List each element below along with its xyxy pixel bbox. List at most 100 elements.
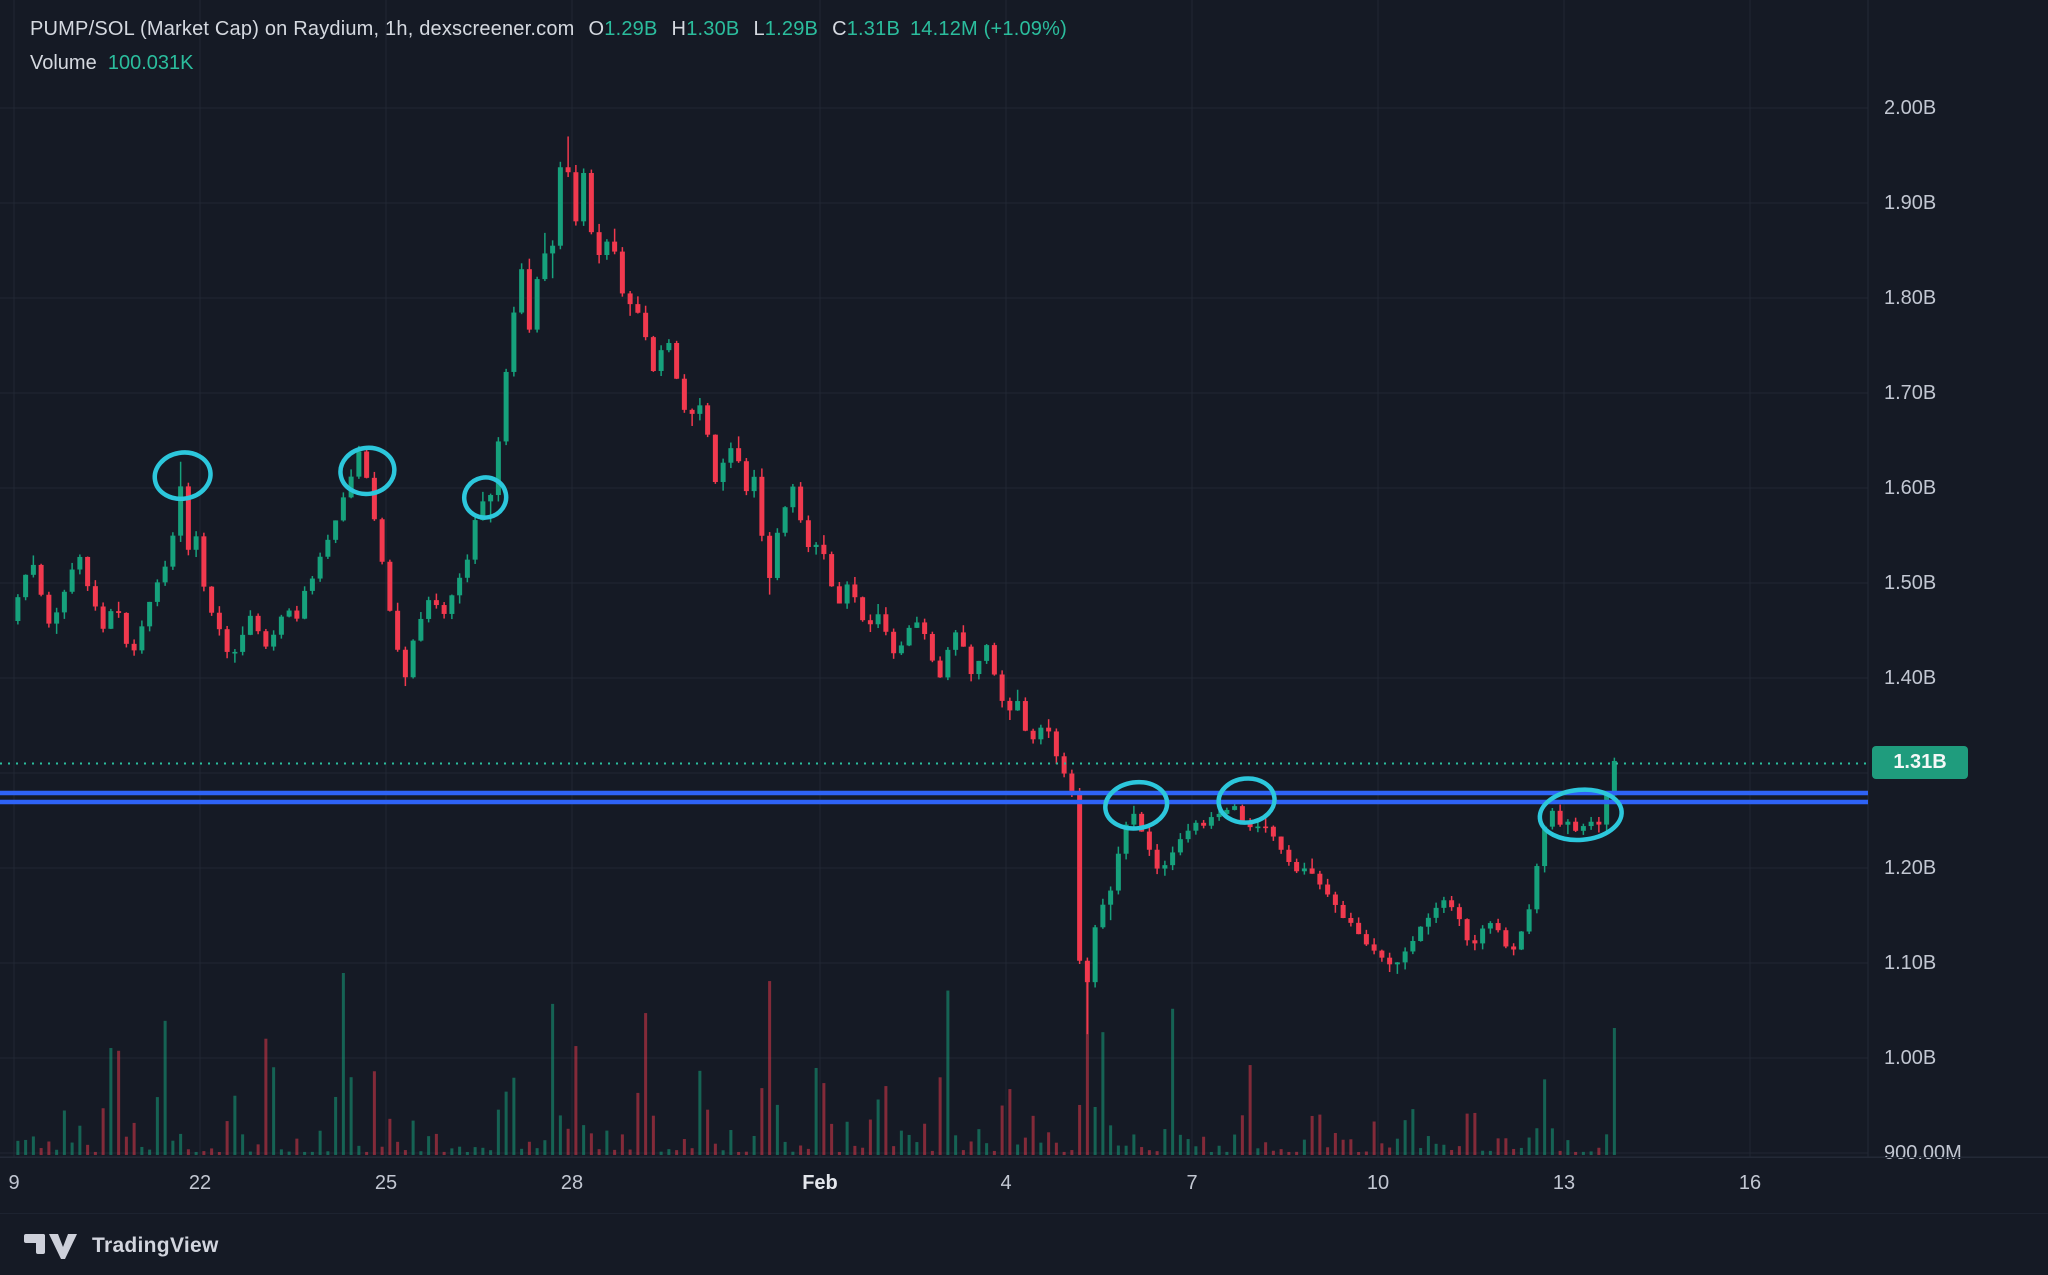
candle-body bbox=[216, 612, 222, 630]
volume-bar bbox=[535, 1148, 539, 1155]
candle-body bbox=[650, 337, 656, 371]
candle-body bbox=[123, 612, 129, 644]
volume-bar bbox=[1597, 1147, 1601, 1155]
candle-body bbox=[247, 615, 253, 635]
candle-body bbox=[844, 584, 850, 604]
candle-body bbox=[891, 631, 897, 654]
price-axis-label: 1.20B bbox=[1884, 857, 1937, 879]
candle-body bbox=[433, 600, 439, 606]
candle-body bbox=[201, 536, 207, 587]
volume-bar bbox=[202, 1151, 206, 1155]
volume-bar bbox=[721, 1150, 725, 1155]
volume-bar bbox=[1372, 1121, 1376, 1155]
volume-bar bbox=[1008, 1089, 1012, 1155]
candle-body bbox=[914, 622, 920, 628]
candle-body bbox=[472, 520, 478, 560]
candle-body bbox=[38, 564, 44, 595]
volume-bar bbox=[372, 1071, 376, 1155]
candle-body bbox=[1309, 868, 1315, 874]
candle-body bbox=[1146, 831, 1152, 850]
candle-body bbox=[441, 605, 447, 614]
candle-body bbox=[1270, 826, 1276, 837]
candle-body bbox=[1580, 826, 1586, 831]
ohlc-letter: L bbox=[753, 18, 765, 40]
annotation-circle[interactable] bbox=[1102, 778, 1170, 832]
candle-body bbox=[1534, 866, 1540, 910]
volume-bar bbox=[760, 1088, 764, 1155]
candle-body bbox=[193, 536, 199, 550]
candle-body bbox=[720, 462, 726, 483]
candle-body bbox=[54, 612, 60, 624]
candle-body bbox=[1425, 917, 1431, 927]
volume-bar bbox=[481, 1147, 485, 1155]
annotation-circle[interactable] bbox=[1537, 786, 1624, 843]
annotation-circle[interactable] bbox=[461, 474, 510, 522]
candle-body bbox=[395, 610, 401, 650]
volume-bar bbox=[1333, 1133, 1337, 1155]
volume-bar bbox=[16, 1140, 20, 1155]
volume-bar bbox=[876, 1099, 880, 1155]
price-axis[interactable]: 2.00B1.90B1.80B1.70B1.60B1.50B1.40B1.30B… bbox=[1868, 0, 2048, 1164]
ohlc-values: O1.29B H1.30B L1.29B C1.31B bbox=[575, 18, 900, 40]
volume-bar bbox=[1085, 976, 1089, 1155]
time-axis-label: 22 bbox=[188, 1172, 212, 1194]
candle-body bbox=[1611, 760, 1617, 796]
volume-bar bbox=[1287, 1151, 1291, 1155]
volume-bar bbox=[543, 1140, 547, 1155]
candle-body bbox=[1208, 817, 1214, 826]
volume-bar bbox=[1248, 1065, 1252, 1155]
volume-bar bbox=[1178, 1134, 1182, 1155]
volume-bar bbox=[442, 1151, 446, 1155]
candle-body bbox=[1154, 849, 1160, 869]
volume-bar bbox=[1023, 1137, 1027, 1155]
candle-body bbox=[945, 649, 951, 678]
volume-bar bbox=[264, 1038, 268, 1155]
candle-body bbox=[224, 629, 230, 652]
volume-bar bbox=[101, 1108, 105, 1155]
annotation-circle[interactable] bbox=[1216, 776, 1277, 826]
volume-bar bbox=[1279, 1149, 1283, 1155]
candle-body bbox=[294, 610, 300, 619]
volume-bar bbox=[1202, 1136, 1206, 1155]
volume-bar bbox=[799, 1145, 803, 1155]
volume-bar bbox=[1612, 1027, 1616, 1155]
candle-body bbox=[1007, 700, 1013, 711]
candle-body bbox=[1061, 756, 1067, 774]
volume-bar bbox=[163, 1020, 167, 1155]
candle-body bbox=[1216, 813, 1222, 818]
volume-bar bbox=[744, 1151, 748, 1155]
volume-bar bbox=[365, 1151, 369, 1155]
volume-bar bbox=[667, 1149, 671, 1155]
volume-bar bbox=[473, 1147, 477, 1155]
volume-bar bbox=[256, 1144, 260, 1155]
volume-bar bbox=[1093, 1106, 1097, 1155]
candle-body bbox=[1588, 821, 1594, 827]
volume-bar bbox=[915, 1142, 919, 1155]
candle-body bbox=[1177, 839, 1183, 853]
change-value: 14.12M (+1.09%) bbox=[909, 18, 1067, 40]
annotation-circle[interactable] bbox=[337, 444, 397, 497]
volume-bar bbox=[1403, 1120, 1407, 1155]
volume-bar bbox=[706, 1109, 710, 1155]
candle-body bbox=[1495, 923, 1501, 931]
candle-body bbox=[1348, 917, 1354, 923]
volume-bar bbox=[1380, 1143, 1384, 1155]
tradingview-logo[interactable]: TradingView bbox=[24, 1232, 219, 1260]
volume-bar bbox=[287, 1151, 291, 1155]
volume-bar bbox=[1271, 1150, 1275, 1155]
candle-body bbox=[402, 649, 408, 678]
volume-bar bbox=[310, 1151, 314, 1155]
candle-body bbox=[604, 241, 610, 255]
candle-body bbox=[728, 448, 734, 463]
time-axis[interactable]: 9 22 25 28 Feb 4 7 10 13 16 bbox=[0, 1157, 2048, 1214]
candle-body bbox=[1418, 926, 1424, 941]
volume-bar bbox=[124, 1136, 128, 1155]
volume-bar bbox=[1147, 1150, 1151, 1155]
annotation-circle[interactable] bbox=[151, 448, 214, 503]
volume-bar bbox=[682, 1139, 686, 1155]
volume-bar bbox=[768, 981, 772, 1155]
volume-bar bbox=[450, 1148, 454, 1155]
volume-bar bbox=[303, 1151, 307, 1155]
volume-bar bbox=[558, 1115, 562, 1155]
